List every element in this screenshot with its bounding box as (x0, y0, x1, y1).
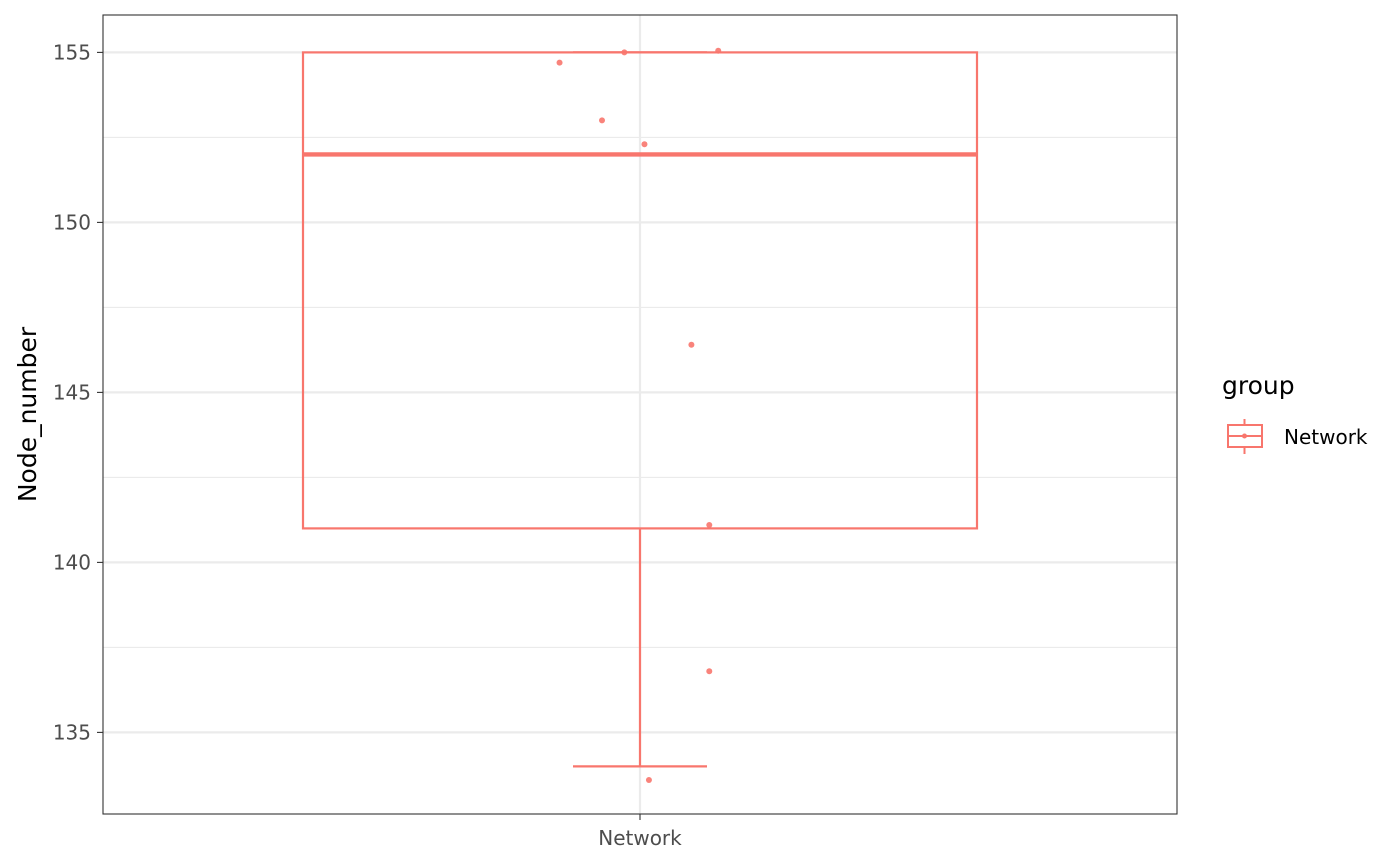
legend-key-network (1227, 419, 1263, 454)
data-point (556, 59, 563, 66)
data-point (621, 49, 628, 56)
data-point (599, 117, 606, 124)
data-point (715, 47, 722, 54)
data-point (706, 668, 713, 675)
y-tick-label: 135 (53, 720, 91, 744)
legend-title: group (1222, 371, 1295, 400)
jitter-points (556, 47, 722, 783)
y-tick-label: 150 (53, 210, 91, 234)
x-tick-label: Network (598, 826, 682, 850)
y-tick-label: 145 (53, 380, 91, 404)
data-point (645, 777, 652, 783)
y-tick-label: 155 (53, 40, 91, 64)
y-tick-label: 140 (53, 550, 91, 574)
x-axis: Network (598, 814, 682, 850)
y-axis: 135 140 145 150 155 (53, 40, 103, 744)
legend: group Network (1222, 371, 1368, 454)
y-axis-title: Node_number (13, 326, 42, 502)
data-point (641, 141, 648, 148)
legend-key-point (1242, 433, 1247, 439)
legend-label-network: Network (1284, 425, 1368, 449)
data-point (706, 522, 713, 528)
box-plot (301, 51, 979, 768)
box-iqr (301, 51, 979, 530)
data-point (688, 341, 695, 348)
